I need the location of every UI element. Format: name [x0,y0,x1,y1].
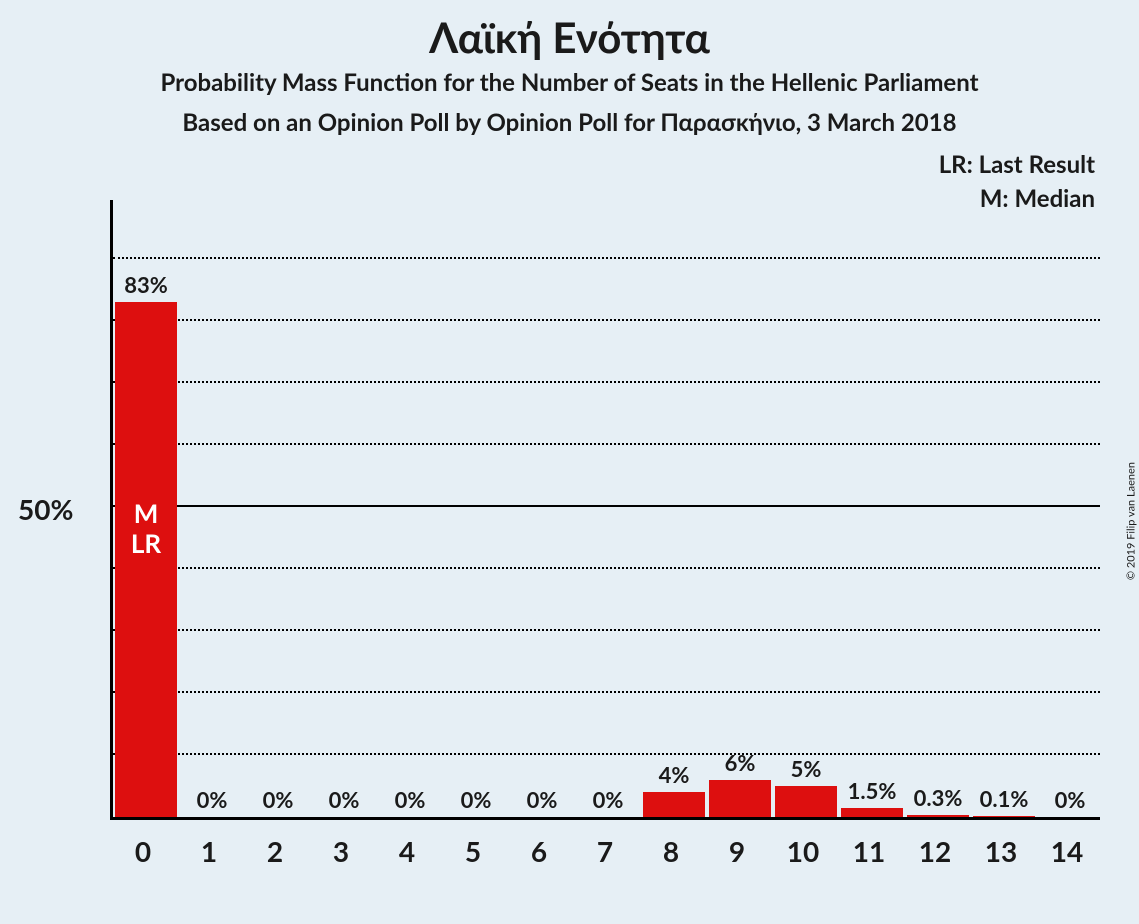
x-tick-label: 5 [440,834,506,868]
y-axis-label: 50% [18,492,73,526]
bar [973,816,1036,817]
gridline [113,629,1100,631]
gridline [113,319,1100,321]
x-tick-label: 6 [506,834,572,868]
gridline-50 [113,505,1100,507]
bar [709,780,772,817]
x-tick-label: 8 [638,834,704,868]
bar-value-label: 1.5% [839,777,905,804]
x-tick-label: 14 [1034,834,1100,868]
bar [841,808,904,817]
bar-value-label: 83% [113,271,179,298]
bar-value-label: 5% [773,755,839,782]
chart-title: Λαϊκή Ενότητα [0,12,1139,62]
x-tick-label: 4 [374,834,440,868]
gridline [113,257,1100,259]
bar-value-label: 0% [575,786,641,813]
bar-annotation-line: LR [115,529,178,559]
bar-value-label: 6% [707,749,773,776]
bar-value-label: 0% [245,786,311,813]
x-tick-label: 2 [242,834,308,868]
bar [643,792,706,817]
bar-value-label: 0% [179,786,245,813]
x-tick-label: 0 [110,834,176,868]
bar-value-label: 0.3% [905,784,971,811]
copyright-text: © 2019 Filip van Laenen [1125,462,1138,580]
gridline [113,753,1100,755]
chart-subtitle-1: Probability Mass Function for the Number… [0,68,1139,97]
bar-value-label: 4% [641,761,707,788]
bar-value-label: 0% [509,786,575,813]
x-tick-label: 10 [770,834,836,868]
gridline [113,691,1100,693]
bar-value-label: 0% [443,786,509,813]
legend-lr: LR: Last Result [939,150,1095,179]
bar-annotation-line: M [115,499,178,529]
x-tick-label: 7 [572,834,638,868]
bar-annotation: MLR [115,499,178,559]
bar-value-label: 0% [377,786,443,813]
gridline [113,567,1100,569]
plot-area: MLR83%0%0%0%0%0%0%0%4%6%5%1.5%0.3%0.1%0% [110,200,1100,820]
gridline [113,443,1100,445]
gridline [113,381,1100,383]
bar: MLR [115,302,178,817]
x-tick-label: 1 [176,834,242,868]
bar-value-label: 0% [1037,786,1103,813]
x-tick-label: 9 [704,834,770,868]
bar [907,815,970,817]
bar-value-label: 0.1% [971,785,1037,812]
chart-subtitle-2: Based on an Opinion Poll by Opinion Poll… [0,108,1139,137]
x-tick-label: 3 [308,834,374,868]
x-tick-label: 12 [902,834,968,868]
bar-value-label: 0% [311,786,377,813]
x-tick-label: 13 [968,834,1034,868]
bar [775,786,838,817]
x-tick-label: 11 [836,834,902,868]
